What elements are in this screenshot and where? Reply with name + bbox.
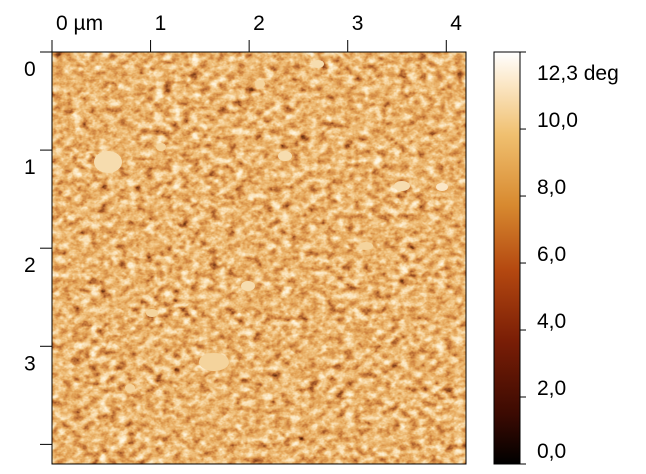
colorbar-bar bbox=[493, 51, 521, 465]
colorbar-label: 8,0 bbox=[537, 176, 566, 199]
grain bbox=[436, 183, 448, 191]
colorbar-label: 0,0 bbox=[537, 440, 566, 463]
grain bbox=[199, 353, 229, 371]
grain bbox=[359, 242, 373, 250]
y-tick-label: 2 bbox=[24, 254, 36, 277]
grain bbox=[278, 151, 292, 161]
grain bbox=[394, 181, 410, 191]
grain bbox=[146, 309, 158, 317]
colorbar-labels: 12,3 deg 10,0 8,0 6,0 4,0 2,0 0,0 bbox=[520, 51, 619, 465]
x-tick-label: 3 bbox=[352, 12, 364, 35]
colorbar-label: 6,0 bbox=[537, 243, 566, 266]
grain bbox=[94, 151, 122, 173]
colorbar: 12,3 deg 10,0 8,0 6,0 4,0 2,0 0,0 bbox=[493, 51, 619, 465]
x-axis: 0 µm 1 2 3 4 bbox=[40, 12, 466, 53]
grain bbox=[312, 60, 324, 68]
y-tick-label: 3 bbox=[24, 352, 36, 375]
y-tick-label: 1 bbox=[24, 156, 36, 179]
colorbar-label: 12,3 deg bbox=[537, 62, 619, 85]
colorbar-label: 2,0 bbox=[537, 377, 566, 400]
y-tick-label: 0 bbox=[24, 58, 36, 81]
grain bbox=[255, 80, 265, 88]
y-axis: 0 1 2 3 bbox=[24, 40, 53, 464]
grain bbox=[241, 281, 255, 291]
grain bbox=[156, 143, 166, 151]
colorbar-label: 10,0 bbox=[537, 109, 578, 132]
grain bbox=[125, 384, 135, 392]
x-tick-label: 4 bbox=[450, 12, 462, 35]
afm-image bbox=[51, 51, 467, 465]
colorbar-label: 4,0 bbox=[537, 310, 566, 333]
x-tick-label: 2 bbox=[253, 12, 265, 35]
x-tick-label: 0 µm bbox=[56, 12, 103, 35]
x-tick-label: 1 bbox=[155, 12, 167, 35]
